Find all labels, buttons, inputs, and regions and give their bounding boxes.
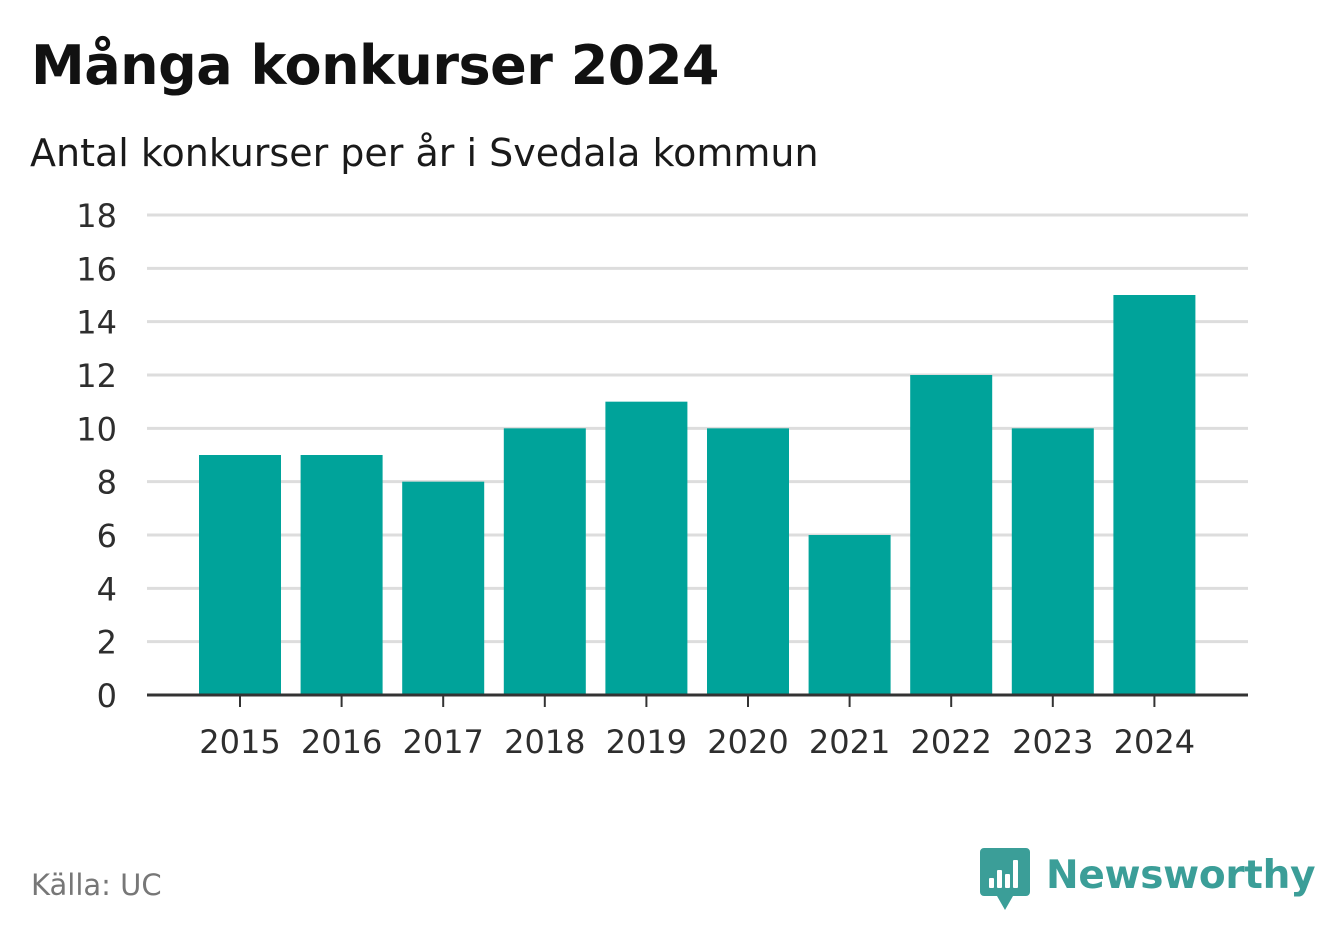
y-tick-label: 0 — [97, 677, 117, 715]
y-tick-label: 4 — [97, 570, 117, 608]
bar-2022 — [910, 375, 993, 695]
bar-2020 — [707, 428, 789, 695]
x-tick-label: 2016 — [301, 723, 382, 761]
source-note: Källa: UC — [31, 868, 162, 902]
y-tick-label: 16 — [76, 250, 117, 288]
x-tick-label: 2023 — [1012, 723, 1093, 761]
bars — [199, 295, 1196, 695]
chart-subtitle: Antal konkurser per år i Svedala kommun — [30, 131, 819, 175]
brand-logo: Newsworthy — [980, 848, 1316, 910]
y-tick-label: 8 — [97, 464, 117, 502]
x-tick-label: 2021 — [809, 723, 890, 761]
x-tick-label: 2020 — [707, 723, 788, 761]
bar-2018 — [503, 428, 586, 695]
bar-2019 — [605, 401, 688, 695]
bar-2017 — [402, 481, 485, 695]
bar-2016 — [300, 455, 383, 695]
y-tick-label: 2 — [97, 624, 117, 662]
brand-name: Newsworthy — [1046, 852, 1316, 898]
axes: 0 2 4 6 8 10 12 14 16 18 2015 2016 2017 2018 2019 2020 2… — [76, 197, 1248, 761]
bar-chart: 0 2 4 6 8 10 12 14 16 18 2015 2016 2017 2018 2019 2020 2… — [76, 197, 1248, 761]
x-tick-label: 2022 — [910, 723, 991, 761]
bar-2015 — [199, 455, 281, 695]
x-tick-label: 2019 — [606, 723, 687, 761]
chart-title: Många konkurser 2024 — [31, 34, 720, 97]
y-tick-label: 6 — [97, 517, 117, 555]
x-tick-label: 2017 — [402, 723, 483, 761]
x-tick-label: 2018 — [504, 723, 585, 761]
y-tick-label: 12 — [76, 357, 117, 395]
x-tick-label: 2015 — [199, 723, 280, 761]
y-tick-label: 18 — [76, 197, 117, 235]
y-tick-label: 10 — [76, 410, 117, 448]
x-tick-label: 2024 — [1114, 723, 1195, 761]
bar-2021 — [808, 535, 891, 695]
bar-2023 — [1011, 428, 1094, 695]
bar-2024 — [1113, 295, 1196, 695]
newsworthy-logo-icon — [980, 848, 1030, 910]
y-tick-label: 14 — [76, 304, 117, 342]
